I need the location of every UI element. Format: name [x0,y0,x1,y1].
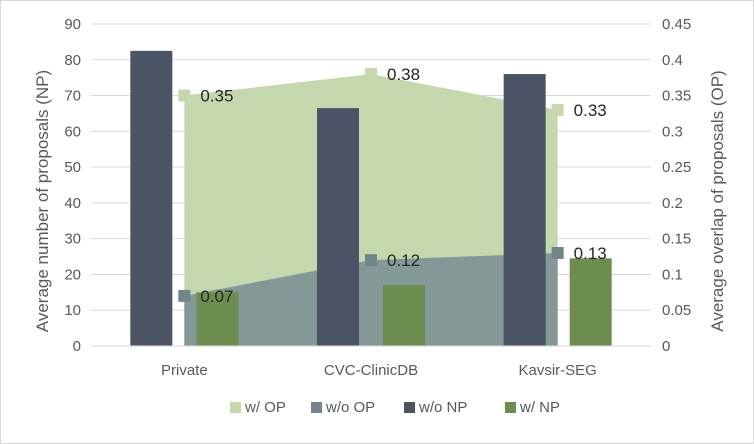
legend-label: w/o NP [418,399,467,416]
data-label: 0.33 [574,101,607,120]
legend-label: w/ OP [244,399,286,416]
bar-wo-np [130,50,173,346]
y2-tick-label: 0.35 [662,88,691,105]
y2-tick-label: 0.3 [662,123,683,140]
y-axis-title: Average number of proposals (NP) [33,70,52,332]
y2-tick-label: 0.1 [662,266,683,283]
data-marker [365,254,377,267]
axes: 0 10 20 30 40 50 60 70 80 90 0 0.05 0.1 0.15 0.2 0.25 0.… [64,16,691,379]
y-tick-label: 90 [64,16,81,33]
y-tick-label: 50 [64,159,81,176]
data-label: 0.35 [200,87,233,106]
y2-tick-label: 0.25 [662,159,691,176]
y-tick-label: 70 [64,88,81,105]
legend-swatch [311,402,322,413]
y-tick-label: 40 [64,195,81,212]
bar-w-np [569,258,612,346]
data-label: 0.38 [387,65,420,84]
data-marker [551,246,564,259]
legend-label: w/ NP [519,399,560,416]
x-tick-label: Private [161,362,208,379]
y-tick-label: 20 [64,266,81,283]
area-series [184,74,558,346]
bar-w-np [383,285,425,346]
y-tick-label: 10 [64,302,81,319]
legend-label: w/o OP [325,399,375,416]
y2-tick-label: 0.45 [662,16,691,33]
data-markers: 0.35 0.38 0.33 0.07 0.12 0.13 [178,65,607,306]
y-tick-label: 80 [64,52,81,69]
data-marker [178,89,191,102]
x-tick-label: Kavsir-SEG [518,362,596,379]
area-wo-op [184,252,558,346]
bar-series [130,50,612,346]
legend: w/ OP w/o OP w/o NP w/ NP [230,399,560,416]
y-tick-label: 30 [64,231,81,248]
y2-tick-label: 0 [662,338,670,355]
y-tick-label: 60 [64,123,81,140]
x-tick-label: CVC-ClinicDB [324,362,418,379]
legend-swatch [230,402,241,413]
y2-tick-label: 0.2 [662,195,683,212]
bar-w-np [196,292,239,346]
y2-tick-label: 0.05 [662,302,691,319]
bar-wo-np [317,108,359,346]
data-label: 0.12 [387,251,420,270]
data-marker [178,289,191,302]
data-label: 0.13 [574,244,607,263]
data-marker [551,103,564,116]
bar-wo-np [503,74,546,346]
data-marker [365,68,377,81]
y2-tick-label: 0.4 [662,52,683,69]
y2-tick-label: 0.15 [662,231,691,248]
y-tick-label: 0 [73,338,81,355]
data-label: 0.07 [200,287,233,306]
legend-swatch [404,402,415,413]
legend-swatch [505,402,516,413]
y2-axis-title: Average overlap of proposals (OP) [708,70,727,331]
